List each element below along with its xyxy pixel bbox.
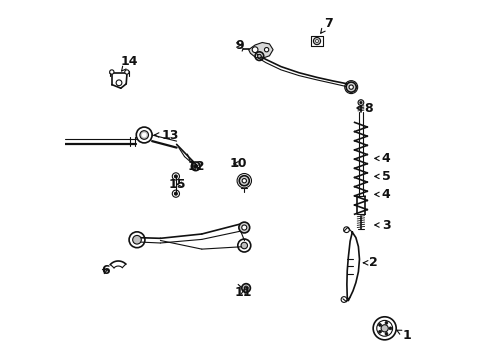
Text: 4: 4 xyxy=(375,152,391,165)
Circle shape xyxy=(133,235,141,244)
Text: 2: 2 xyxy=(363,256,378,269)
Text: 5: 5 xyxy=(375,170,391,183)
Circle shape xyxy=(346,82,356,92)
Text: 14: 14 xyxy=(121,55,138,71)
Circle shape xyxy=(316,40,318,42)
Circle shape xyxy=(241,242,247,249)
Circle shape xyxy=(252,47,258,53)
Circle shape xyxy=(143,133,146,137)
Circle shape xyxy=(349,85,353,89)
Circle shape xyxy=(258,54,261,58)
Circle shape xyxy=(379,324,381,327)
Text: 4: 4 xyxy=(375,188,391,201)
Polygon shape xyxy=(248,42,273,58)
Circle shape xyxy=(242,179,246,183)
Text: 15: 15 xyxy=(169,178,186,191)
Circle shape xyxy=(174,192,177,195)
Text: 10: 10 xyxy=(230,157,247,170)
Circle shape xyxy=(358,100,364,105)
Circle shape xyxy=(110,70,114,74)
Text: 9: 9 xyxy=(235,39,244,51)
Circle shape xyxy=(360,102,362,104)
Circle shape xyxy=(194,165,197,168)
Circle shape xyxy=(242,284,250,292)
Circle shape xyxy=(379,330,381,333)
Circle shape xyxy=(381,325,388,332)
Text: 1: 1 xyxy=(397,329,412,342)
Text: 7: 7 xyxy=(320,17,333,33)
Circle shape xyxy=(242,225,247,230)
Circle shape xyxy=(239,222,250,233)
Circle shape xyxy=(140,131,148,139)
Circle shape xyxy=(239,176,249,186)
Text: 3: 3 xyxy=(375,219,391,231)
Circle shape xyxy=(265,48,269,52)
Circle shape xyxy=(385,321,388,324)
Circle shape xyxy=(174,175,177,178)
Circle shape xyxy=(314,37,320,45)
Circle shape xyxy=(389,327,392,330)
Text: 6: 6 xyxy=(101,264,110,277)
Circle shape xyxy=(245,286,248,290)
Circle shape xyxy=(125,70,129,74)
Text: 11: 11 xyxy=(235,286,252,299)
Circle shape xyxy=(385,332,388,335)
Text: 13: 13 xyxy=(154,129,179,141)
Text: 12: 12 xyxy=(187,160,205,173)
Text: 8: 8 xyxy=(357,102,372,114)
